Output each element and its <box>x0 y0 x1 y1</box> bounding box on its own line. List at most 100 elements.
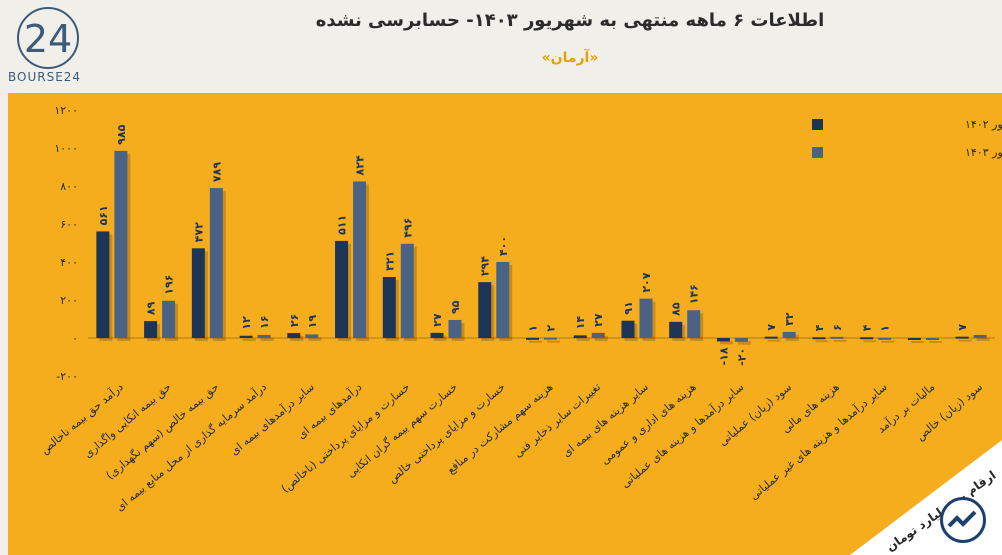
data-label: ۵۶۱ <box>97 205 110 225</box>
data-label: ۴۷۲ <box>192 222 205 242</box>
y-tick-label: ۴۰۰ <box>60 256 78 269</box>
legend-label: عملکرد منتهی به شهریور ۱۴۰۲ <box>965 118 1002 131</box>
data-label: ۹۱ <box>622 301 635 314</box>
bar-1403 <box>973 334 987 338</box>
bar-1403 <box>734 338 748 342</box>
y-tick-label: ۱۰۰۰ <box>54 142 78 155</box>
category-label: حق بیمه اتکایی واگذاری <box>81 380 174 461</box>
data-label: ۵۱۱ <box>336 215 349 235</box>
bar-1402 <box>764 336 778 339</box>
bar-shadow <box>594 335 608 341</box>
data-label: ۱۹۶ <box>163 275 176 295</box>
data-label: ۱۹ <box>306 315 319 329</box>
bar-1402 <box>621 320 635 338</box>
data-label: ۹۵ <box>449 300 462 314</box>
bar-shadow <box>308 337 322 341</box>
data-label: ۱۴۶ <box>688 284 701 304</box>
bar-shadow <box>242 338 256 341</box>
bar-1403 <box>830 336 844 339</box>
data-label: ۷ <box>765 324 778 331</box>
bar-shadow <box>547 340 560 343</box>
bar-1403 <box>591 332 605 338</box>
bar-1402 <box>96 231 110 338</box>
bar-1402 <box>287 333 301 338</box>
bar-shadow <box>863 340 877 343</box>
bar-shadow <box>260 337 274 341</box>
bar-1403 <box>209 188 223 338</box>
data-label: ۹۸۵ <box>115 124 128 144</box>
bar-1402 <box>573 335 587 338</box>
logo-text: BOURSE24 <box>8 70 82 84</box>
bar-shadow <box>928 341 942 343</box>
bar-1403 <box>782 331 796 338</box>
bar-1402 <box>669 321 683 338</box>
bar-1403 <box>496 262 510 338</box>
legend-swatch <box>812 119 823 130</box>
data-label: -۱۸ <box>717 347 730 365</box>
bar-1403 <box>448 319 462 338</box>
category-label: تغییرات سایر ذخایر فنی <box>512 380 604 460</box>
bar-1402 <box>716 338 730 342</box>
bar-1402 <box>955 336 969 339</box>
chart-subtitle: «آرمان» <box>541 50 599 66</box>
data-label: ۸۵ <box>670 302 683 316</box>
bar-1403 <box>114 150 128 338</box>
logo-mark-text: 24 <box>24 17 72 61</box>
bar-1403 <box>305 334 319 338</box>
y-tick-label: -۲۰۰ <box>56 370 78 383</box>
logo-mark: 24 <box>17 7 79 69</box>
data-label: ۲۶ <box>288 314 301 327</box>
data-label: ۸۹ <box>145 301 158 315</box>
chart-trend-icon <box>940 497 986 543</box>
data-label: ۱۶ <box>258 316 271 329</box>
bar-1402 <box>335 240 349 338</box>
bar-1402 <box>526 337 539 340</box>
bar-shadow <box>833 339 847 342</box>
data-label: ۱ <box>879 325 892 332</box>
bar-shadow <box>910 341 924 343</box>
category-label: درآمد حق بیمه ناخالص <box>38 380 127 458</box>
data-label: ۳۲ <box>783 312 796 326</box>
bar-1403 <box>400 243 414 338</box>
bar-shadow <box>433 335 447 341</box>
bar-1403 <box>257 334 271 338</box>
data-label: ۴۹۶ <box>401 218 414 238</box>
data-label: ۱ <box>527 325 540 332</box>
bar-shadow <box>576 338 590 341</box>
bar-1403 <box>639 298 653 338</box>
y-tick-label: ۱۲۰۰ <box>54 104 78 117</box>
bar-1403 <box>544 337 557 340</box>
y-tick-label: ۲۰۰ <box>60 294 78 307</box>
bar-1403 <box>353 181 367 338</box>
y-tick-label: ۶۰۰ <box>60 218 78 231</box>
category-label: سایر هزینه های بیمه ای <box>560 380 651 459</box>
data-label: ۷ <box>956 324 969 331</box>
data-label: ۲۷ <box>592 313 605 327</box>
bar-1403 <box>878 337 892 340</box>
category-label: سایر درآمدهای بیمه ای <box>227 380 317 458</box>
data-label: ۶ <box>831 324 844 331</box>
bar-1402 <box>382 277 396 338</box>
bar-1402 <box>907 338 921 340</box>
bar-shadow <box>958 339 972 342</box>
bar-shadow <box>881 340 895 343</box>
data-label: ۲۹۴ <box>479 256 492 276</box>
bar-1402 <box>144 321 158 338</box>
bar-shadow <box>815 340 829 343</box>
bar-shadow <box>719 341 733 345</box>
bar-1402 <box>239 335 253 338</box>
bar-1403 <box>925 338 939 340</box>
data-label: ۴ <box>861 324 874 331</box>
bar-shadow <box>767 339 781 342</box>
data-label: ۴۰۰ <box>497 236 510 256</box>
legend-label: عملکرد منتهی به شهریور ۱۴۰۳ <box>965 146 1002 159</box>
data-label: ۴ <box>813 324 826 331</box>
data-label: ۲۰۷ <box>640 272 653 292</box>
bar-1403 <box>687 310 701 338</box>
data-label: ۲ <box>545 325 558 332</box>
legend-swatch <box>812 147 823 158</box>
data-label: ۷۸۹ <box>210 162 223 182</box>
bar-shadow <box>290 336 304 341</box>
bar-shadow <box>976 337 990 341</box>
